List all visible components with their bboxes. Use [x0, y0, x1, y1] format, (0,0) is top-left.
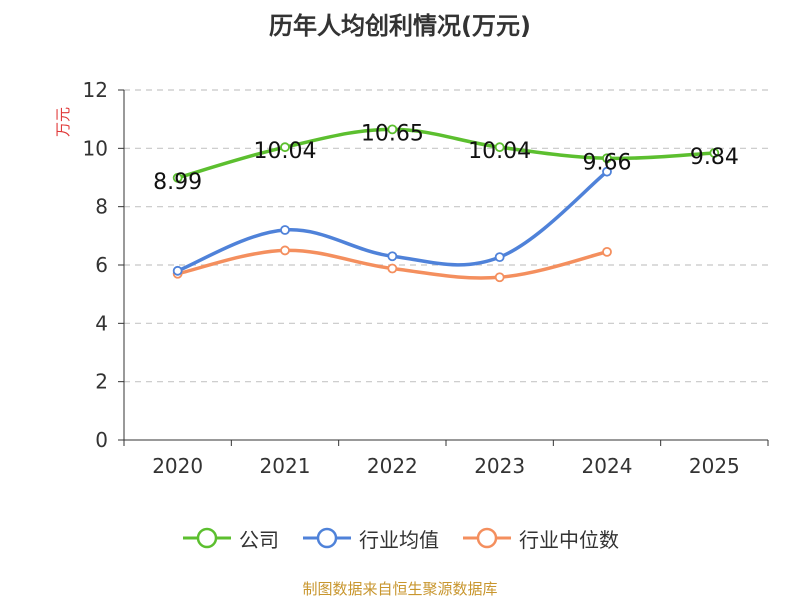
data-point — [387, 124, 398, 135]
y-axis-label: 万元 — [54, 107, 72, 137]
y-tick-label: 6 — [95, 253, 108, 277]
data-labels: 8.99 10.04 10.65 10.04 9.66 9.84 — [153, 121, 739, 194]
legend-swatch — [183, 527, 231, 549]
data-label: 9.66 — [583, 150, 632, 175]
data-point — [602, 246, 612, 257]
legend-label: 公司 — [239, 527, 279, 552]
x-tick-label: 2023 — [474, 454, 525, 478]
legend-item[interactable]: 行业均值 — [301, 524, 439, 553]
data-point — [280, 245, 290, 256]
data-point — [387, 263, 398, 274]
gridlines — [124, 89, 768, 383]
axes: 0 2 4 6 8 10 12 2020 2021 2022 2023 2024 2025 万元 — [54, 78, 769, 478]
data-point — [602, 153, 612, 164]
data-point — [494, 252, 505, 263]
y-tick-label: 0 — [95, 428, 108, 452]
data-point — [280, 225, 290, 235]
legend-swatch-marker — [476, 527, 498, 549]
data-label: 10.65 — [361, 121, 424, 146]
data-label: 8.99 — [153, 170, 202, 195]
y-tick-label: 12 — [83, 78, 108, 102]
data-label: 10.04 — [254, 139, 317, 164]
data-point — [280, 142, 290, 153]
x-tick-label: 2022 — [367, 454, 418, 478]
series-lines — [172, 124, 720, 283]
series-line — [177, 127, 715, 180]
source-note: 制图数据来自恒生聚源数据库 — [302, 580, 498, 598]
data-point — [172, 172, 183, 183]
data-point — [494, 142, 505, 153]
y-tick-label: 8 — [95, 195, 108, 219]
legend-swatch-marker — [316, 527, 338, 549]
y-tick-label: 10 — [83, 136, 108, 160]
legend-swatch — [303, 527, 351, 549]
data-point — [387, 251, 398, 262]
legend-label: 行业均值 — [359, 527, 439, 552]
legend: 公司 行业均值 行业中位数 — [0, 518, 800, 558]
x-tick-label: 2021 — [260, 454, 311, 478]
legend-swatch-marker — [196, 527, 218, 549]
legend-swatch — [463, 527, 511, 549]
y-tick-label: 4 — [95, 311, 108, 335]
x-tick-label: 2024 — [582, 454, 633, 478]
data-label: 10.04 — [468, 139, 531, 164]
data-point — [172, 265, 183, 276]
y-tick-label: 2 — [95, 370, 108, 394]
legend-label: 行业中位数 — [519, 527, 619, 552]
data-point — [709, 148, 720, 158]
data-point — [602, 166, 612, 177]
legend-item[interactable]: 公司 — [181, 524, 279, 553]
data-point — [494, 272, 505, 283]
x-tick-label: 2025 — [689, 454, 740, 478]
chart-title: 历年人均创利情况(万元) — [269, 12, 531, 40]
data-label: 9.84 — [690, 145, 739, 170]
legend-item[interactable]: 行业中位数 — [461, 524, 619, 553]
x-tick-label: 2020 — [152, 454, 203, 478]
